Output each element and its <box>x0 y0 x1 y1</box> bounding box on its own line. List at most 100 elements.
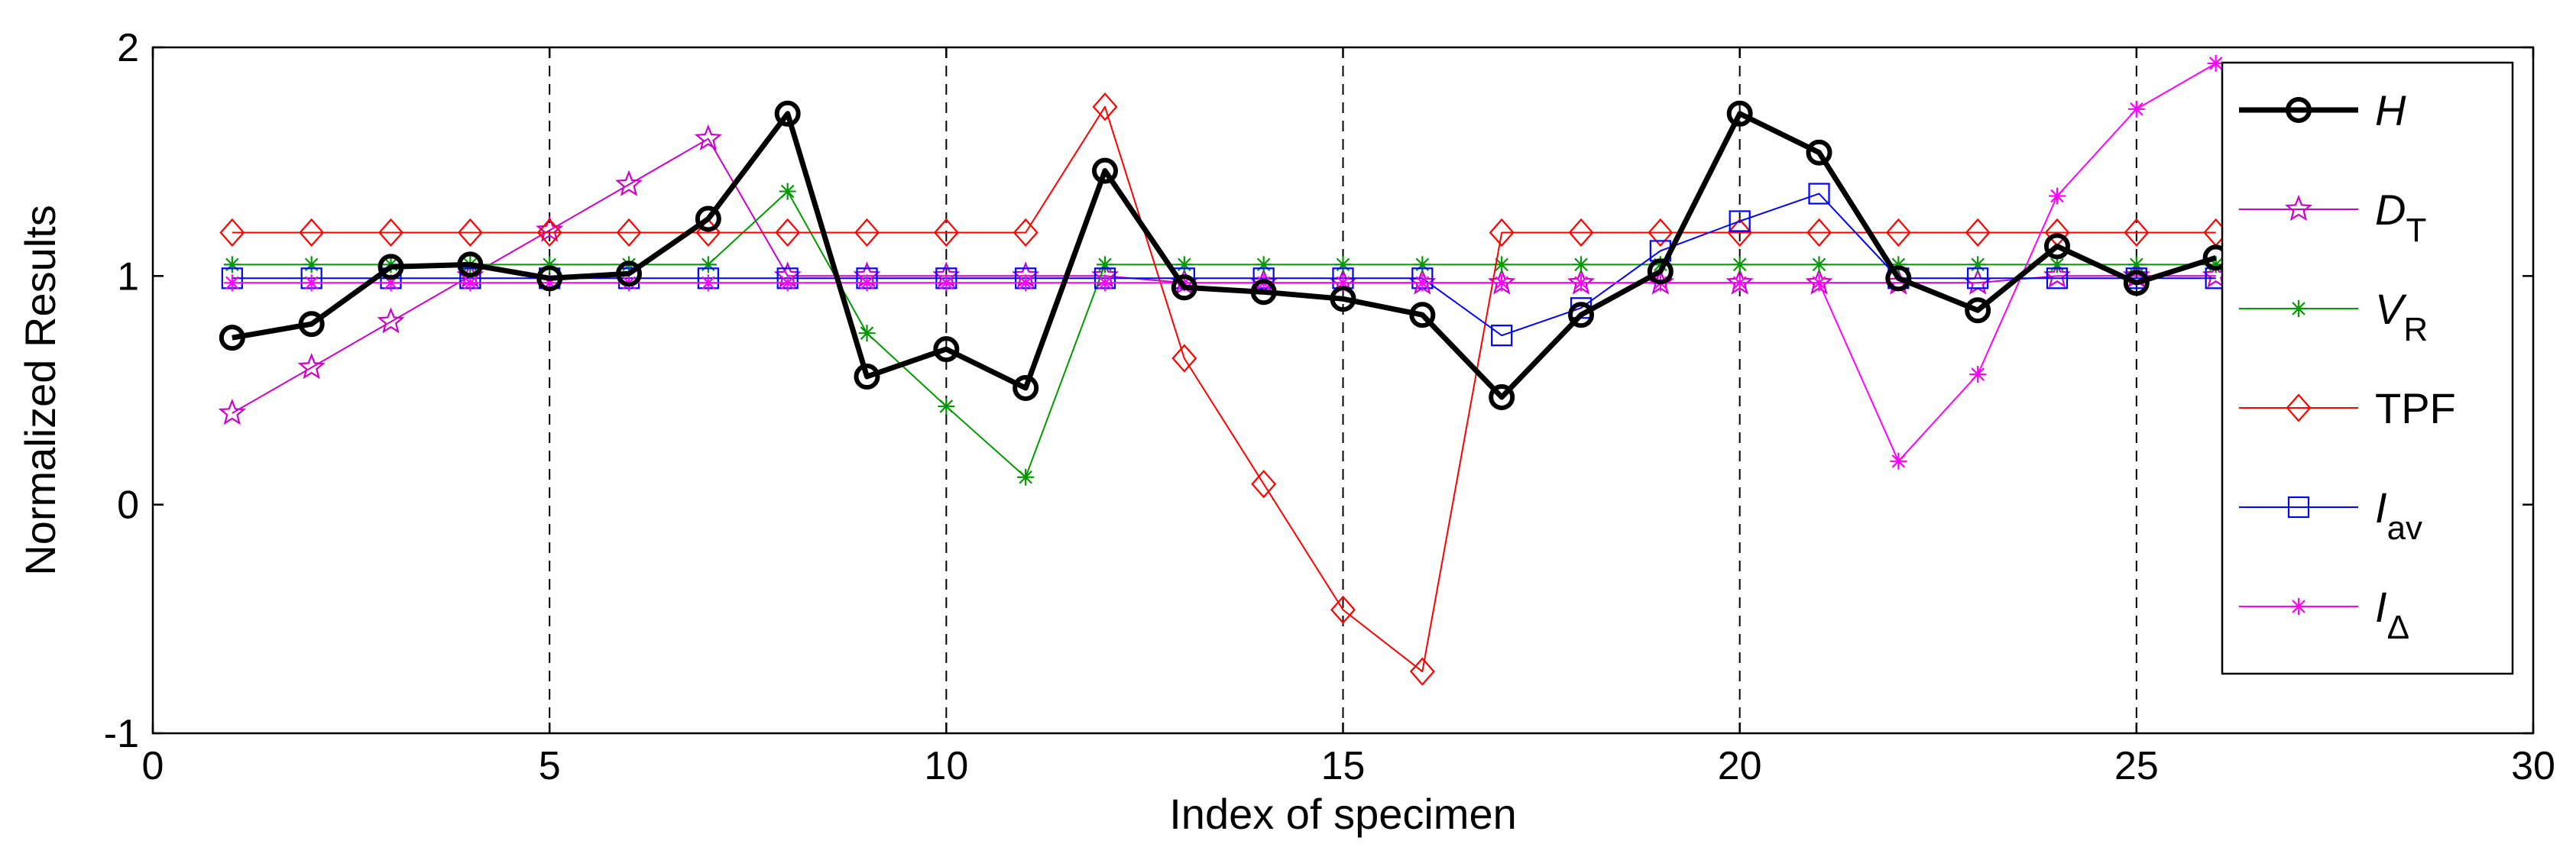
data-point-H-16 <box>1409 302 1436 328</box>
data-point-D_T-2 <box>297 353 326 380</box>
data-point-I_Δ-1 <box>223 274 241 292</box>
data-point-I_Δ-22 <box>1890 452 1907 470</box>
data-point-V_R-9 <box>858 325 876 342</box>
data-point-H-9 <box>854 364 880 390</box>
data-point-TPF-8 <box>775 218 801 247</box>
data-point-V_R-1 <box>223 256 241 273</box>
y-tick-label: 1 <box>117 254 139 299</box>
data-point-TPF-5 <box>536 218 562 247</box>
data-point-V_R-7 <box>699 256 717 273</box>
data-point-V_R-10 <box>938 397 955 415</box>
data-point-D_T-5 <box>536 215 564 242</box>
data-point-TPF-21 <box>1806 218 1832 247</box>
series-layer <box>218 54 2230 686</box>
data-point-V_R-19 <box>1651 256 1669 273</box>
legend-label: H <box>2375 86 2406 134</box>
data-point-I_av-17 <box>1491 325 1513 347</box>
data-point-I_Δ-8 <box>779 274 796 292</box>
data-point-TPF-15 <box>1330 595 1356 625</box>
data-point-H-12 <box>1092 157 1118 184</box>
legend-label: TPF <box>2375 384 2456 432</box>
legend-label-main: I <box>2375 583 2387 631</box>
data-point-V_R-12 <box>1097 256 1113 273</box>
data-point-V_R-16 <box>1414 256 1431 273</box>
legend-marker <box>2286 97 2312 123</box>
legend-item-I_Δ: IΔ <box>2239 583 2409 646</box>
data-point-H-1 <box>219 325 245 351</box>
legend-item-V_R: VR <box>2239 285 2428 348</box>
data-point-I_Δ-4 <box>462 274 479 292</box>
data-point-TPF-14 <box>1251 470 1277 499</box>
data-point-I_Δ-18 <box>1573 274 1589 292</box>
x-tick-label: 5 <box>539 744 561 788</box>
data-point-TPF-19 <box>1648 218 1674 247</box>
data-point-I_av-20 <box>1729 210 1751 232</box>
legend-marker <box>2290 300 2307 317</box>
data-point-H-22 <box>1885 265 1912 292</box>
data-point-TPF-6 <box>616 218 642 247</box>
data-point-I_Δ-20 <box>1731 274 1748 292</box>
legend-label-sub: av <box>2387 509 2422 547</box>
data-point-V_R-15 <box>1334 256 1352 273</box>
data-point-D_T-6 <box>615 170 643 196</box>
data-point-V_R-22 <box>1890 256 1907 273</box>
data-point-I_Δ-23 <box>1969 366 1987 383</box>
data-point-I_Δ-24 <box>2049 187 2066 205</box>
data-point-V_R-5 <box>541 256 559 273</box>
series-line-TPF <box>232 105 2216 673</box>
legend-marker <box>2287 496 2310 519</box>
data-point-V_R-20 <box>1731 256 1748 273</box>
legend-label: VR <box>2375 285 2428 348</box>
data-point-H-4 <box>457 251 484 278</box>
data-point-H-5 <box>536 265 563 292</box>
data-point-TPF-9 <box>854 218 880 247</box>
data-point-TPF-10 <box>933 218 959 247</box>
data-point-H-7 <box>695 205 721 232</box>
x-tick-label: 0 <box>142 744 164 788</box>
data-point-I_Δ-15 <box>1334 274 1352 292</box>
legend-label-sub: Δ <box>2387 609 2409 646</box>
data-point-TPF-3 <box>378 218 403 247</box>
data-point-D_T-24 <box>2043 261 2072 288</box>
data-point-I_Δ-2 <box>303 274 320 292</box>
legend-marker <box>2290 598 2307 615</box>
data-point-V_R-2 <box>303 256 320 273</box>
data-point-H-21 <box>1806 139 1832 166</box>
legend-marker <box>2285 195 2312 222</box>
data-point-D_T-3 <box>377 307 405 334</box>
series-I_Δ <box>223 54 2224 470</box>
data-point-H-23 <box>1965 297 1991 324</box>
data-point-V_R-24 <box>2049 256 2066 273</box>
legend-label: DT <box>2375 186 2426 249</box>
data-point-TPF-1 <box>219 218 245 247</box>
y-tick-label: -1 <box>104 712 139 756</box>
legend-item-D_T: DT <box>2239 186 2426 249</box>
data-point-I_Δ-25 <box>2127 100 2145 118</box>
data-point-V_R-18 <box>1573 256 1589 273</box>
x-tick-label: 15 <box>1321 744 1366 788</box>
data-point-H-6 <box>616 260 642 287</box>
data-point-TPF-22 <box>1885 218 1911 247</box>
x-tick-label: 10 <box>924 744 968 788</box>
data-point-H-24 <box>2044 233 2070 260</box>
legend-label-sub: R <box>2403 311 2428 348</box>
data-point-TPF-17 <box>1489 218 1515 247</box>
legend: H DT VR TPF Iav IΔ <box>2221 61 2514 675</box>
legend-item-I_av: Iav <box>2239 483 2422 547</box>
data-point-TPF-12 <box>1092 92 1118 121</box>
legend-label-main: TPF <box>2375 384 2456 432</box>
x-tick-label: 20 <box>1718 744 1762 788</box>
legend-label-sub: T <box>2406 212 2426 249</box>
data-point-TPF-16 <box>1409 657 1435 686</box>
data-point-I_Δ-12 <box>1097 274 1113 292</box>
data-point-TPF-13 <box>1171 344 1197 373</box>
x-tick-label: 25 <box>2114 744 2159 788</box>
x-axis-label: Index of specimen <box>1169 790 1516 838</box>
y-axis-label: Normalized Results <box>16 205 64 576</box>
legend-label-main: V <box>2375 285 2407 333</box>
data-point-I_Δ-3 <box>382 274 400 292</box>
data-point-V_R-25 <box>2127 256 2145 273</box>
